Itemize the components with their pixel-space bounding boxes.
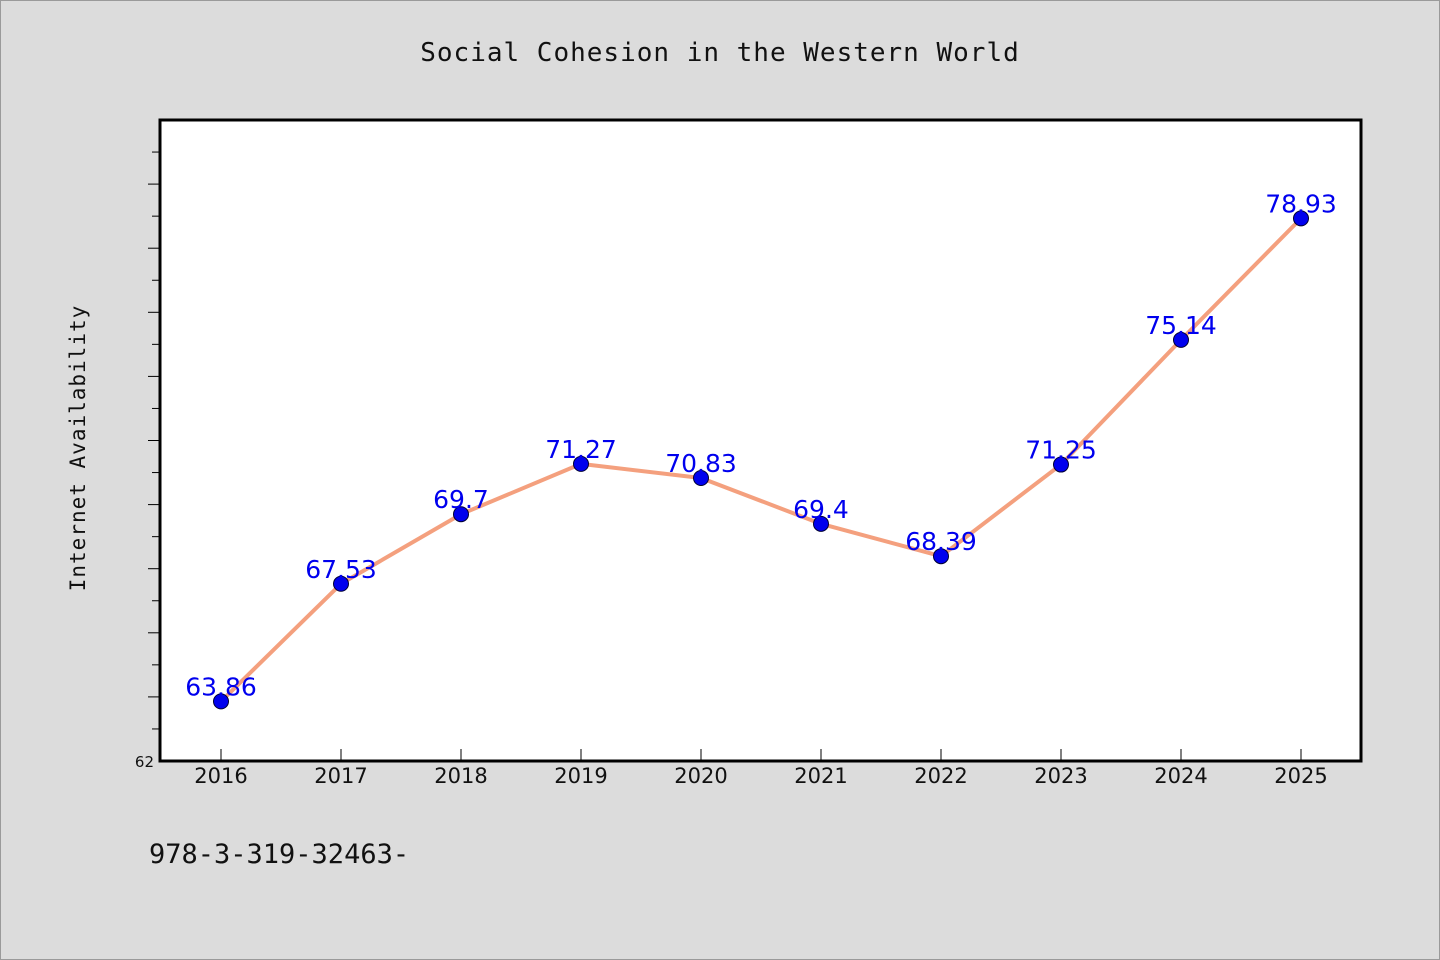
data-label: 70.83 [665,449,737,478]
data-point [213,693,229,710]
data-label: 67.53 [305,555,377,584]
data-point [453,506,469,523]
plot-area [158,118,1363,763]
x-tick-label: 2018 [434,764,487,788]
data-point [1173,331,1189,348]
data-labels-layer: 63.86 67.53 69.7 71.27 70.83 69.4 68.39 71.25 75… [185,189,1337,701]
data-label: 71.25 [1025,436,1097,465]
data-label: 68.39 [905,527,977,556]
data-label: 63.86 [185,672,257,701]
x-tick-label: 2024 [1154,764,1207,788]
data-point [813,515,829,532]
data-point [933,548,949,565]
data-point [693,469,709,486]
data-point [333,575,349,592]
chart-title: Social Cohesion in the Western World [420,38,1020,68]
footer-isbn-text: 978-3-319-32463- [149,839,409,870]
series-line [219,216,1303,704]
x-tick-label: 2020 [674,764,727,788]
data-label: 75.14 [1145,311,1217,340]
data-label: 69.7 [433,485,489,514]
x-tick-label: 2019 [554,764,607,788]
x-tick-label: 2025 [1274,764,1327,788]
data-point [1293,210,1309,227]
x-tick-label: 2023 [1034,764,1087,788]
data-label: 69.4 [793,495,849,524]
data-point [1053,456,1069,473]
y-axis-label: Internet Availability [66,305,90,592]
x-tick-label: 2022 [914,764,967,788]
y-tick-label: 62 [135,753,154,771]
data-label: 78.93 [1265,189,1337,218]
x-axis-ticks: 2016 2017 2018 2019 2020 2021 2022 2023 2024 2025 [194,749,1328,788]
x-tick-label: 2016 [194,764,247,788]
x-tick-label: 2017 [314,764,367,788]
x-tick-label: 2021 [794,764,847,788]
series-layer [213,210,1309,710]
y-axis-ticks: 62 [135,151,160,771]
data-point [573,455,589,472]
data-label: 71.27 [545,435,617,464]
